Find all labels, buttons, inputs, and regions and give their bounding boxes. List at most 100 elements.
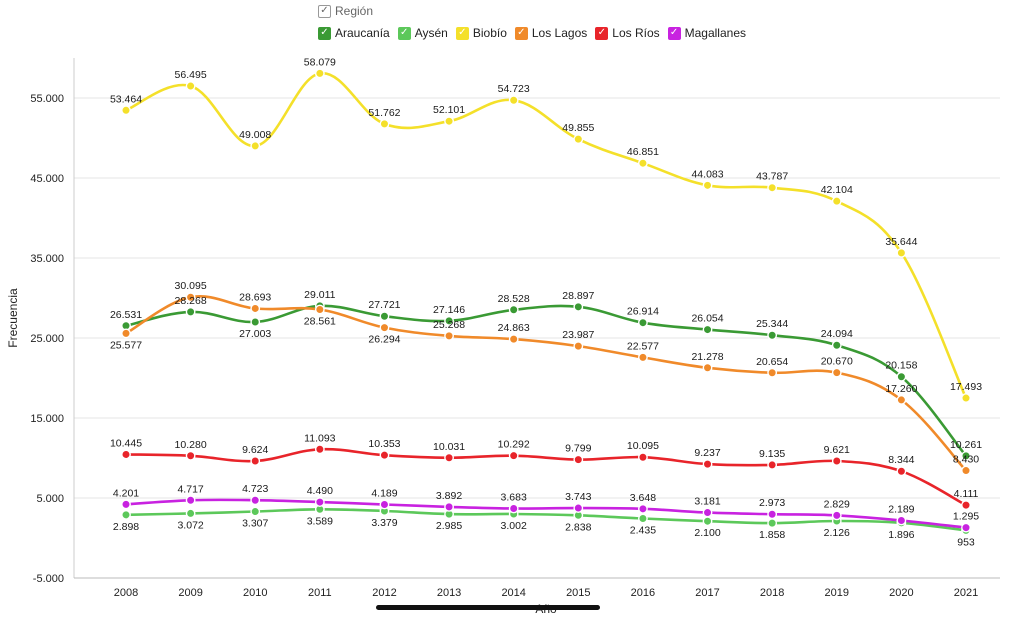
data-point: [573, 503, 584, 513]
data-point: [444, 315, 454, 326]
data-point: [250, 506, 261, 517]
x-tick-label: 2009: [178, 587, 202, 599]
legend-item-aysen[interactable]: ✓ Aysén: [397, 26, 448, 40]
data-point: [379, 450, 390, 461]
data-point: [896, 515, 907, 526]
data-point: [831, 510, 842, 521]
data-label: 26.054: [691, 313, 723, 325]
data-label: 3.072: [177, 519, 203, 531]
checkbox-icon[interactable]: ✓: [318, 26, 331, 40]
data-label: 2.126: [824, 527, 850, 539]
data-point: [508, 503, 519, 514]
data-point: [573, 341, 584, 352]
data-point: [444, 116, 454, 127]
data-point: [379, 311, 390, 322]
data-point: [638, 158, 648, 169]
data-label: 3.589: [307, 515, 333, 527]
data-label: 49.855: [562, 122, 594, 134]
data-label: 11.093: [304, 432, 335, 444]
series-araucania: [121, 301, 971, 461]
data-label: 2.973: [759, 497, 785, 509]
data-point: [250, 456, 261, 466]
checkbox-icon[interactable]: ✓: [455, 26, 469, 40]
data-label: 28.693: [239, 291, 271, 303]
legend-title[interactable]: ✓ Región: [318, 4, 373, 18]
data-point: [638, 352, 648, 363]
data-label: 49.008: [239, 129, 271, 141]
data-label: 20.654: [756, 356, 788, 368]
legend-item-araucania[interactable]: ✓ Araucanía: [318, 26, 390, 40]
data-point: [573, 134, 584, 145]
y-tick-label: 25.000: [30, 333, 64, 345]
data-point: [961, 451, 971, 461]
data-label: 2.189: [888, 503, 914, 515]
series-line: [124, 498, 968, 529]
legend-item-biobio[interactable]: ✓ Biobío: [455, 26, 507, 40]
legend-item-los-rios[interactable]: ✓ Los Ríos: [595, 26, 660, 40]
data-point: [444, 501, 454, 512]
data-label: 1.295: [953, 511, 979, 523]
data-label: 3.743: [565, 491, 591, 503]
data-point: [379, 499, 390, 510]
data-point: [121, 509, 131, 520]
data-labels: 26.531 28.268 27.003 29.011 27.721 27.146 28.5…: [110, 56, 982, 548]
data-label: 9.624: [242, 444, 268, 456]
data-label: 8.344: [888, 454, 914, 466]
data-label: 28.897: [562, 290, 594, 302]
data-label: 53.464: [110, 93, 142, 105]
data-label: 54.723: [498, 83, 530, 95]
checkbox-icon[interactable]: ✓: [397, 26, 411, 40]
data-label: 10.095: [627, 440, 659, 452]
data-label: 4.717: [177, 483, 203, 495]
series-los-rios: [121, 444, 971, 511]
data-point: [961, 522, 971, 533]
y-tick-label: 5.000: [36, 493, 64, 505]
data-label: 26.531: [110, 309, 142, 321]
horizontal-scrollbar[interactable]: [376, 605, 600, 610]
y-tick-label: -5.000: [33, 573, 64, 585]
data-point: [638, 317, 648, 328]
checkbox-icon[interactable]: ✓: [514, 26, 528, 40]
legend-item-magallanes[interactable]: ✓ Magallanes: [667, 26, 746, 40]
legend-title-label: Región: [335, 4, 374, 18]
data-point: [767, 460, 778, 470]
data-label: 26.294: [368, 334, 400, 346]
data-label: 3.648: [630, 492, 656, 504]
data-label: 4.201: [113, 487, 139, 499]
checkbox-icon[interactable]: ✓: [595, 26, 609, 40]
data-label: 9.135: [759, 448, 785, 460]
data-point: [508, 304, 519, 315]
data-label: 24.863: [498, 322, 530, 334]
legend-item-los-lagos[interactable]: ✓ Los Lagos: [514, 26, 587, 40]
data-point: [250, 141, 261, 151]
data-point: [121, 499, 131, 510]
data-point: [831, 367, 842, 378]
x-tick-label: 2014: [501, 587, 525, 599]
data-label: 20.670: [821, 356, 853, 368]
y-tick-label: 55.000: [30, 93, 64, 105]
data-label: 10.280: [175, 439, 207, 451]
data-label: 2.838: [565, 521, 591, 533]
data-point: [831, 340, 842, 351]
x-tick-label: 2011: [308, 587, 332, 599]
checkbox-icon[interactable]: ✓: [318, 4, 331, 18]
x-tick-label: 2010: [243, 587, 267, 599]
series-biobio: [121, 68, 971, 403]
series-line: [124, 507, 968, 532]
data-label: 17.260: [885, 383, 917, 395]
data-point: [185, 450, 196, 461]
data-label: 44.083: [691, 168, 723, 180]
legend: ✓ Región ✓ Araucanía ✓ Aysén ✓ Biobío ✓ Los Lag…: [318, 2, 746, 42]
data-label: 25.577: [110, 339, 142, 351]
data-point: [961, 393, 971, 403]
x-tick-label: 2016: [631, 587, 655, 599]
data-point: [961, 465, 971, 476]
data-point: [961, 500, 971, 511]
data-label: 21.278: [691, 351, 723, 363]
x-tick-label: 2013: [437, 587, 461, 599]
data-point: [767, 509, 778, 520]
checkbox-icon[interactable]: ✓: [667, 26, 681, 40]
data-point: [573, 454, 584, 465]
legend-item-label: Biobío: [472, 26, 507, 40]
